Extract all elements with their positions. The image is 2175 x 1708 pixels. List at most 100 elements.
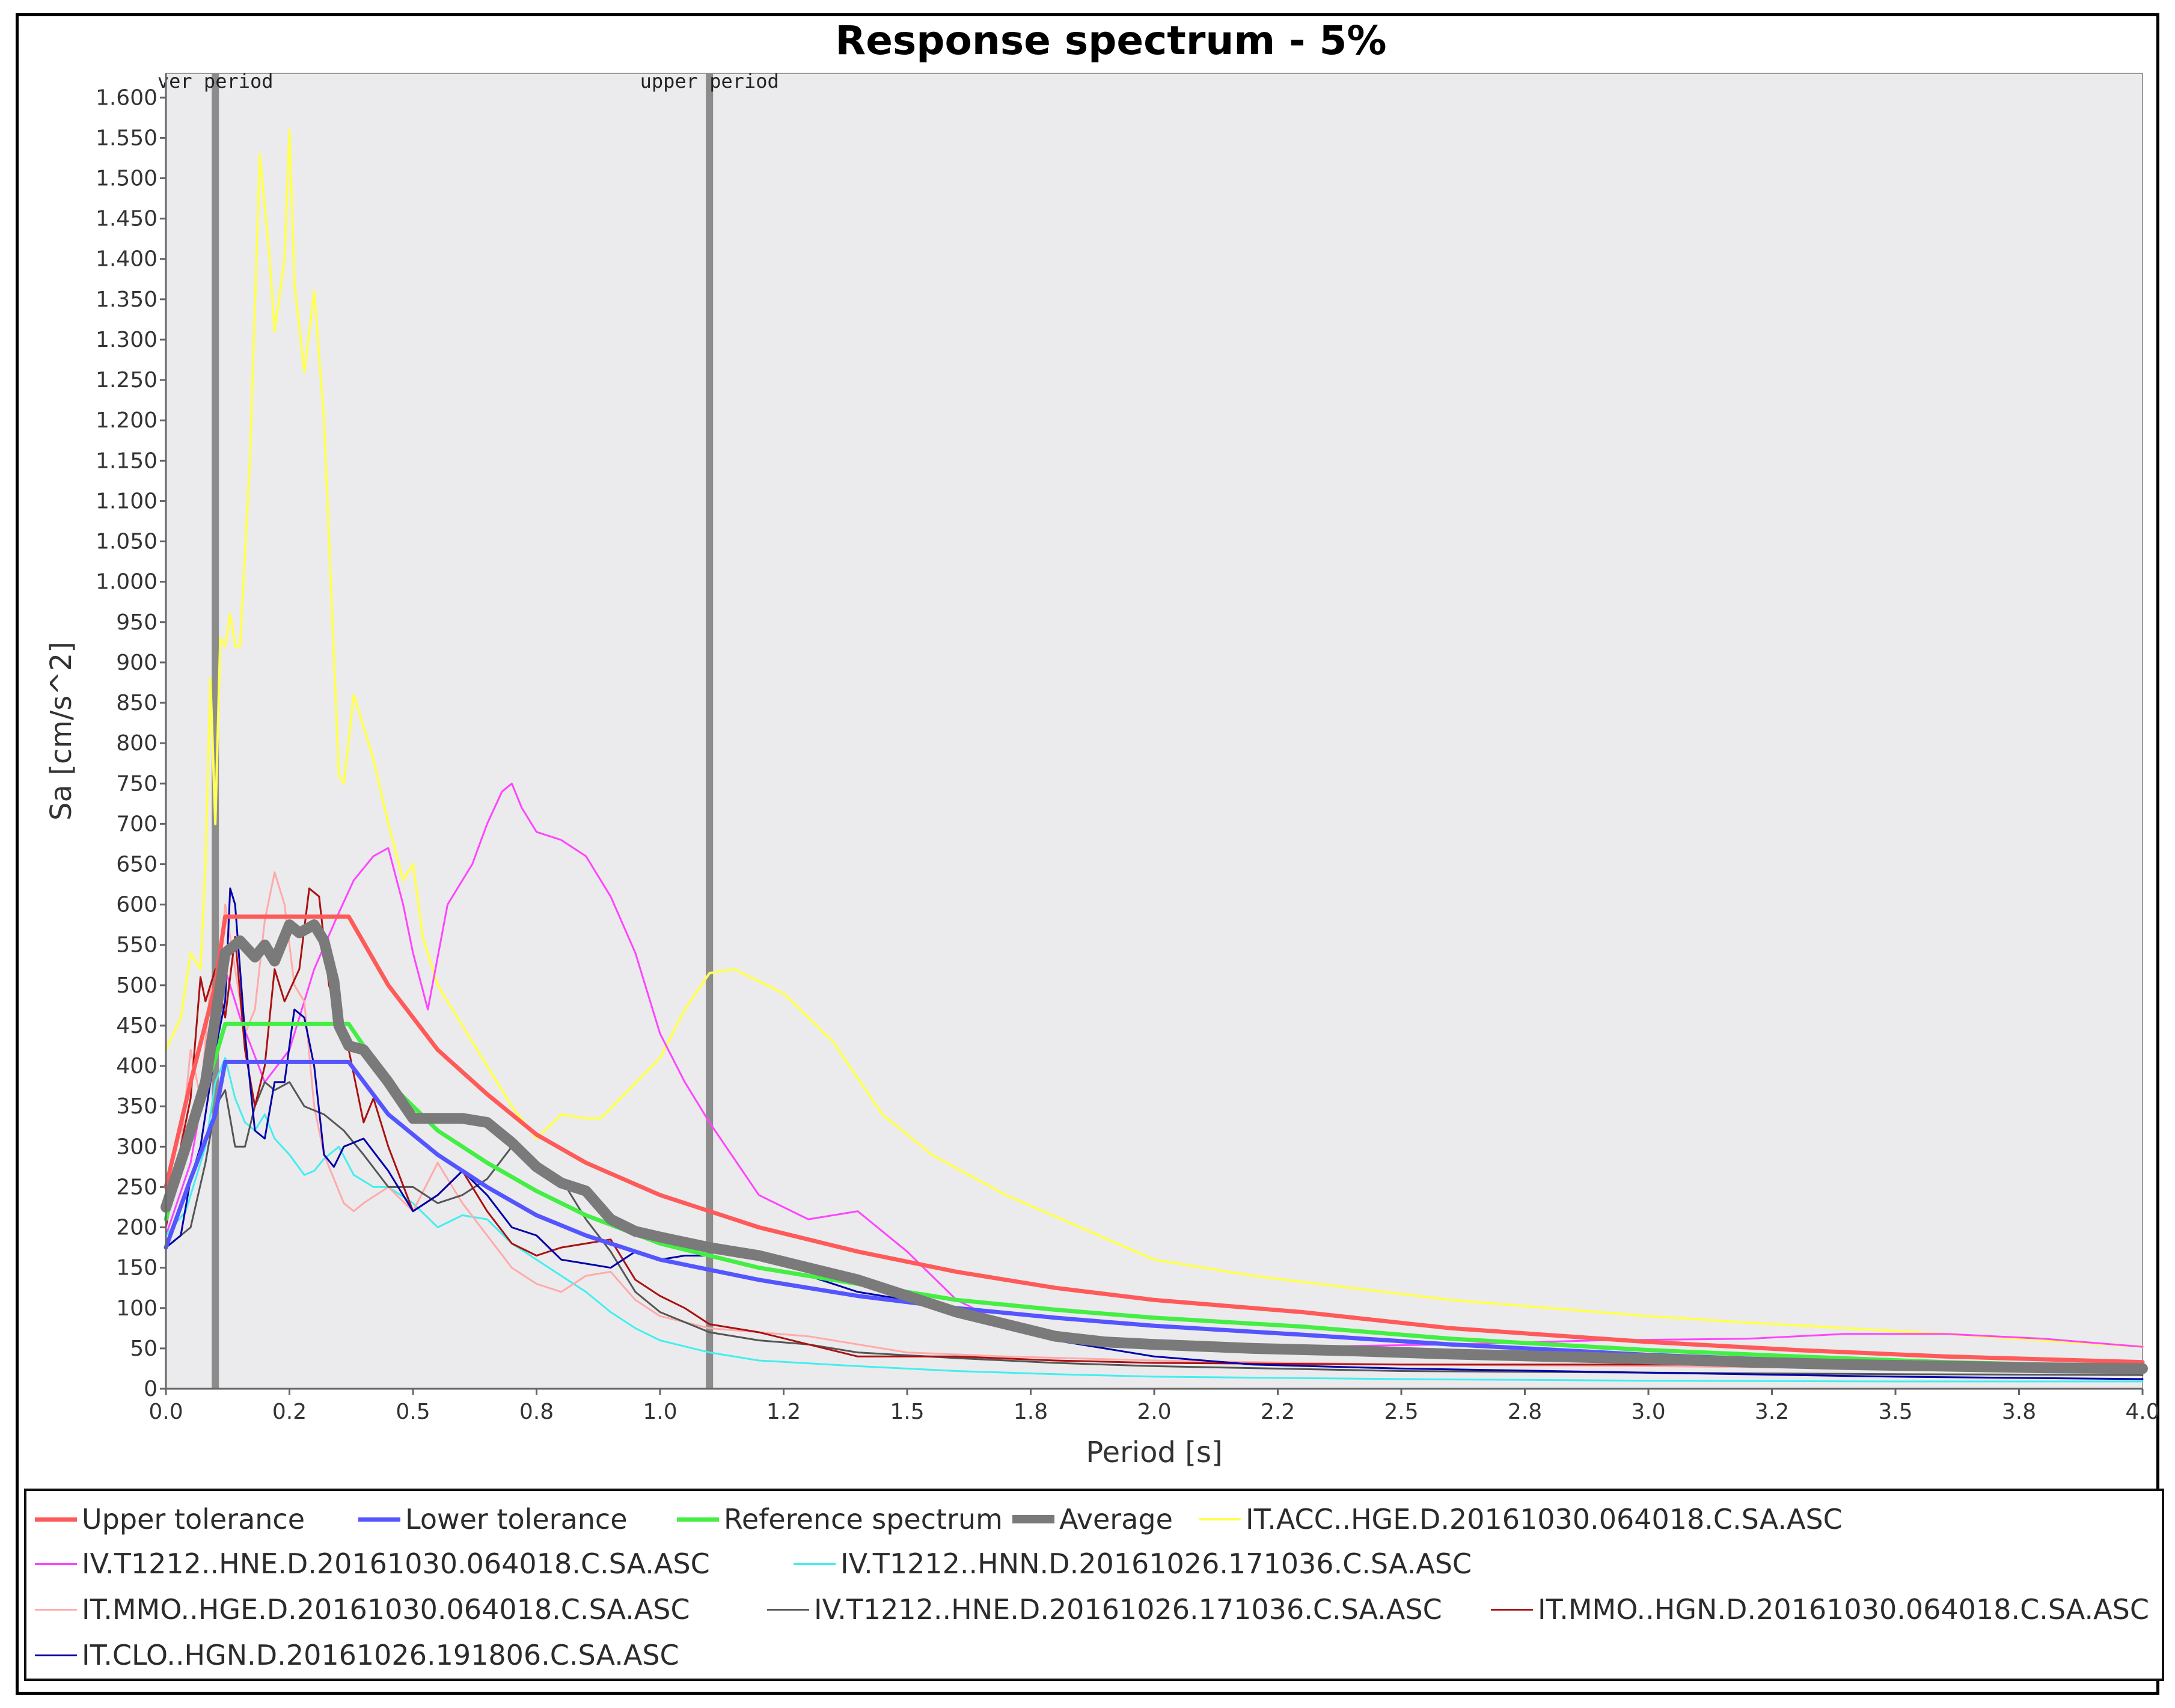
legend-item: IV.T1212..HNE.D.20161026.171036.C.SA.ASC	[767, 1587, 1442, 1632]
y-axis-label: Sa [cm/s^2]	[44, 641, 78, 821]
series-line	[165, 129, 2144, 1348]
legend-item: IT.CLO..HGN.D.20161026.191806.C.SA.ASC	[35, 1633, 679, 1677]
series-line	[164, 914, 2145, 1365]
y-tick-label: 500	[116, 973, 158, 998]
series-line	[164, 1021, 2145, 1370]
legend-item: IT.ACC..HGE.D.20161030.064018.C.SA.ASC	[1199, 1497, 1843, 1541]
y-tick-label: 550	[116, 933, 158, 958]
legend-swatch	[794, 1563, 836, 1565]
y-tick-label: 1.100	[96, 489, 158, 513]
y-tick-label: 1.500	[96, 167, 158, 191]
y-tick-label: 400	[116, 1054, 158, 1079]
legend-item: Lower tolerance	[358, 1497, 628, 1541]
y-tick-label: 900	[116, 650, 158, 675]
y-tick-label: 600	[116, 893, 158, 917]
legend-label: IT.MMO..HGE.D.20161030.064018.C.SA.ASC	[82, 1593, 690, 1626]
period-marker-label: ver period	[158, 70, 274, 93]
legend-label: IV.T1212..HNN.D.20161026.171036.C.SA.ASC	[840, 1547, 1472, 1580]
y-tick-label: 300	[116, 1134, 158, 1159]
y-tick-label: 450	[116, 1014, 158, 1038]
chart-legend: Upper tolerance Lower tolerance Reference …	[24, 1489, 2164, 1681]
x-tick-label: 3.8	[2002, 1400, 2036, 1424]
y-tick-label: 1.600	[96, 85, 158, 110]
x-tick-label: 1.2	[766, 1400, 801, 1424]
legend-swatch	[767, 1608, 809, 1611]
legend-item: IV.T1212..HNN.D.20161026.171036.C.SA.ASC	[794, 1541, 1472, 1586]
y-tick-label: 100	[116, 1296, 158, 1321]
legend-label: IV.T1212..HNE.D.20161026.171036.C.SA.ASC	[814, 1593, 1442, 1626]
y-tick-label: 0	[144, 1377, 158, 1401]
x-tick-label: 1.8	[1014, 1400, 1048, 1424]
legend-item: Upper tolerance	[35, 1497, 305, 1541]
x-tick-label: 0.2	[272, 1400, 307, 1424]
x-tick-label: 0.0	[148, 1400, 183, 1424]
legend-item: IV.T1212..HNE.D.20161030.064018.C.SA.ASC	[35, 1541, 710, 1586]
legend-label: Upper tolerance	[82, 1503, 305, 1535]
x-tick-label: 2.8	[1508, 1400, 1542, 1424]
series-line	[164, 1059, 2145, 1372]
y-tick-label: 950	[116, 610, 158, 635]
legend-swatch	[1012, 1515, 1054, 1523]
x-tick-label: 2.2	[1261, 1400, 1295, 1424]
y-tick-label: 850	[116, 691, 158, 715]
legend-label: Average	[1059, 1503, 1173, 1535]
y-tick-label: 250	[116, 1175, 158, 1199]
legend-label: IV.T1212..HNE.D.20161030.064018.C.SA.ASC	[82, 1547, 710, 1580]
y-tick-label: 1.250	[96, 368, 158, 393]
y-tick-label: 750	[116, 771, 158, 796]
x-tick-label: 1.5	[890, 1400, 924, 1424]
legend-swatch	[1199, 1518, 1241, 1520]
x-tick-label: 2.5	[1384, 1400, 1418, 1424]
plot-area	[165, 73, 2143, 1389]
y-tick-label: 1.150	[96, 448, 158, 473]
y-tick-label: 650	[116, 852, 158, 877]
legend-swatch	[1491, 1608, 1533, 1611]
legend-label: IT.ACC..HGE.D.20161030.064018.C.SA.ASC	[1246, 1503, 1843, 1535]
y-tick-label: 50	[130, 1336, 158, 1361]
x-tick-label: 0.5	[396, 1400, 430, 1424]
y-tick-label: 1.350	[96, 287, 158, 312]
x-axis-label: Period [s]	[1086, 1436, 1222, 1469]
legend-swatch	[35, 1563, 77, 1565]
y-tick-label: 1.300	[96, 328, 158, 352]
y-tick-label: 200	[116, 1216, 158, 1240]
y-tick-label: 1.400	[96, 247, 158, 272]
x-tick-label: 2.0	[1137, 1400, 1171, 1424]
y-tick-label: 1.200	[96, 408, 158, 433]
legend-item: Average	[1012, 1497, 1173, 1541]
y-tick-label: 150	[116, 1256, 158, 1281]
legend-swatch	[35, 1608, 77, 1611]
chart-title: Response spectrum - 5%	[835, 17, 1386, 64]
legend-label: IT.CLO..HGN.D.20161026.191806.C.SA.ASC	[82, 1639, 679, 1671]
legend-swatch	[35, 1517, 77, 1522]
y-tick-label: 1.000	[96, 570, 158, 595]
legend-item: IT.MMO..HGE.D.20161030.064018.C.SA.ASC	[35, 1587, 690, 1632]
legend-item: Reference spectrum	[677, 1497, 1003, 1541]
series-line	[161, 919, 2148, 1374]
legend-label: IT.MMO..HGN.D.20161030.064018.C.SA.ASC	[1538, 1593, 2149, 1626]
legend-swatch	[35, 1654, 77, 1656]
y-tick-label: 700	[116, 812, 158, 836]
spectrum-series	[161, 129, 2148, 1383]
series-line	[165, 871, 2144, 1372]
x-tick-label: 3.0	[1631, 1400, 1665, 1424]
y-tick-label: 800	[116, 731, 158, 756]
legend-label: Reference spectrum	[724, 1503, 1003, 1535]
y-tick-label: 1.550	[96, 126, 158, 150]
x-tick-label: 4.0	[2125, 1400, 2159, 1424]
legend-item: IT.MMO..HGN.D.20161030.064018.C.SA.ASC	[1491, 1587, 2149, 1632]
x-axis: 0.0 0.2 0.5 0.8 1.0 1.2 1.5 1.8 2.0 2.2 2.5 2.8 3.0 3…	[148, 1389, 2160, 1424]
series-line	[165, 1057, 2144, 1383]
legend-label: Lower tolerance	[405, 1503, 628, 1535]
x-tick-label: 3.2	[1755, 1400, 1789, 1424]
x-tick-label: 1.0	[643, 1400, 677, 1424]
y-tick-label: 1.050	[96, 530, 158, 554]
legend-swatch	[677, 1517, 719, 1522]
x-tick-label: 0.8	[519, 1400, 554, 1424]
x-tick-label: 3.5	[1878, 1400, 1912, 1424]
y-tick-label: 350	[116, 1094, 158, 1119]
legend-swatch	[358, 1517, 400, 1522]
period-markers: ver period upper period	[158, 70, 779, 1389]
y-tick-label: 1.450	[96, 207, 158, 231]
